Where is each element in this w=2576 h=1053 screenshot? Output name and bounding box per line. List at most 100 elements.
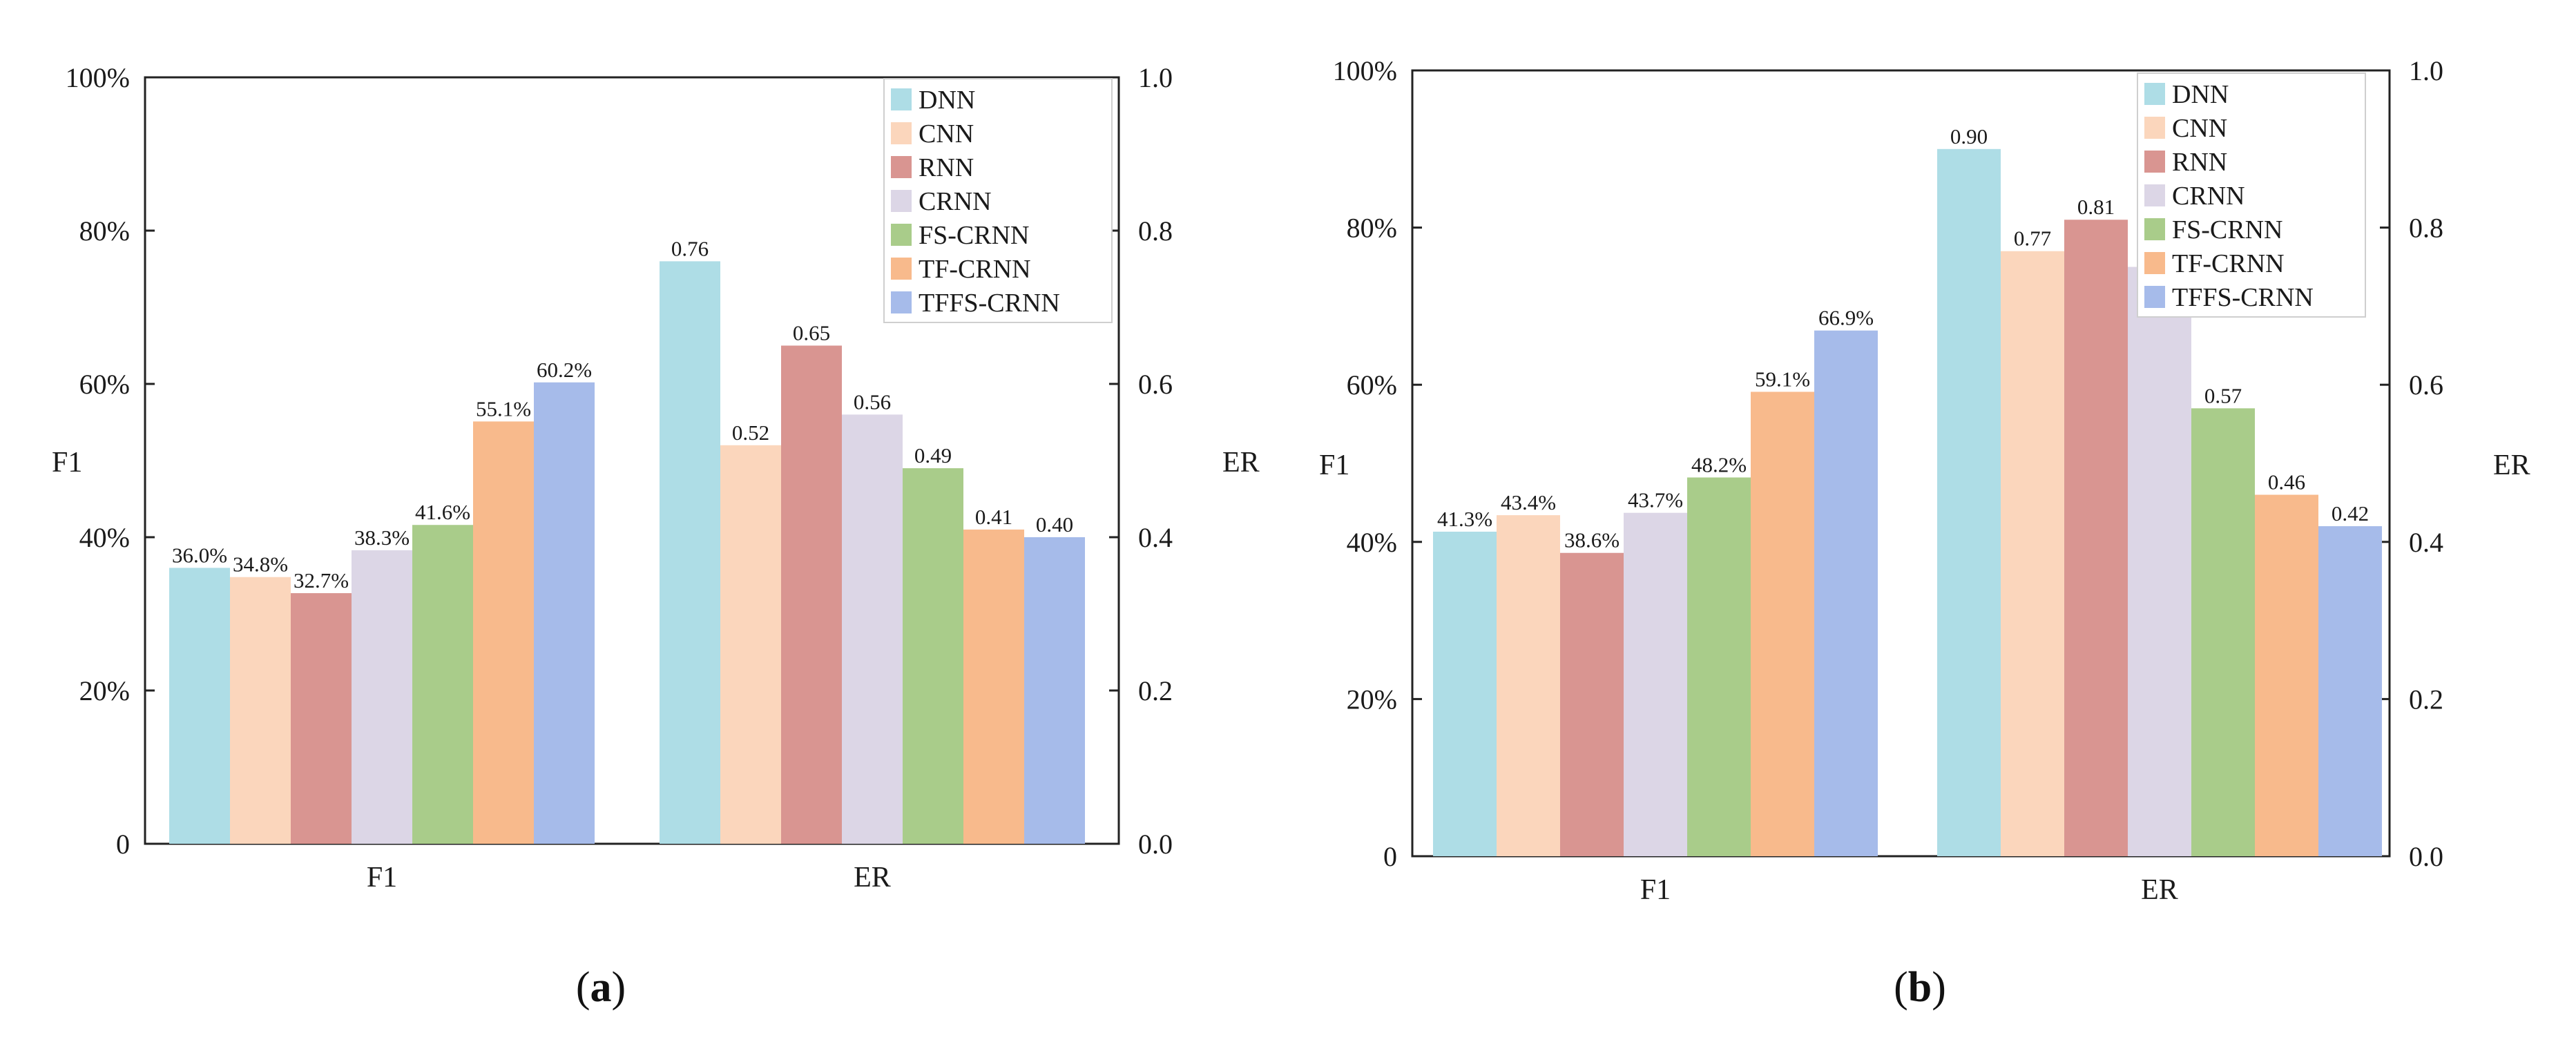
bar-f1-rnn [291,593,352,844]
left-tick-label: 100% [66,62,130,93]
left-tick-label: 60% [79,369,130,400]
bar-f1-tf-crnn [1751,392,1814,856]
right-tick-label: 1.0 [2409,55,2443,86]
right-tick-label: 0.0 [1138,829,1173,860]
right-axis-title: ER [2493,450,2530,481]
legend-label-crnn: CRNN [919,187,992,216]
left-tick-label: 80% [1347,213,1397,244]
legend-box [2137,73,2366,318]
bar-er-tf-crnn [2255,494,2318,856]
legend-label-crnn: CRNN [2172,182,2245,211]
legend-swatch-tffs-crnn [2144,286,2165,308]
chart-panel-a: 0 20% 40% 60% 80% 100% 0.0 0.2 0.4 0.6 0.8 1.0 F1 ER 3… [52,62,1260,1012]
left-tick-label: 60% [1347,369,1397,400]
legend: DNN CNN RNN CRNN FS-CRNN TF-CRNN TFFS-CRNN [2137,73,2366,318]
caption-a-letter: a [590,964,612,1011]
legend-label-tffs-crnn: TFFS-CRNN [2172,283,2314,312]
label-f1-cnn: 34.8% [233,552,288,577]
label-f1-dnn: 36.0% [172,543,227,567]
caption-b: (b) [1865,963,1975,1012]
caption-b-open: ( [1894,964,1908,1011]
bar-f1-crnn [1624,512,1687,856]
label-er-cnn: 0.77 [2014,226,2051,251]
label-f1-fs-crnn: 41.6% [415,500,470,524]
legend-swatch-crnn [891,190,912,212]
caption-b-letter: b [1907,964,1932,1011]
left-tick-label: 20% [79,675,130,706]
bar-er-tffs-crnn [1024,537,1085,844]
label-er-cnn: 0.52 [732,421,769,445]
legend-swatch-dnn [2144,83,2165,105]
bar-er-tffs-crnn [2318,526,2382,856]
bar-f1-fs-crnn [1687,477,1751,856]
legend-swatch-rnn [891,156,912,178]
label-er-dnn: 0.90 [1950,124,1988,148]
legend: DNN CNN RNN CRNN FS-CRNN TF-CRNN TFFS-CRNN [883,78,1113,323]
label-f1-crnn: 43.7% [1628,488,1683,512]
label-er-rnn: 0.65 [793,321,830,345]
plot-frame [1411,69,2391,858]
right-tick-label: 0.8 [2409,213,2443,244]
right-tick-label: 1.0 [1138,62,1173,93]
label-er-rnn: 0.81 [2077,195,2115,219]
legend-label-cnn: CNN [919,119,974,148]
bar-f1-cnn [230,577,291,844]
label-er-fs-crnn: 0.57 [2204,383,2242,407]
caption-b-close: ) [1932,964,1946,1011]
bar-er-fs-crnn [2191,408,2255,856]
category-label-er: ER [854,862,891,893]
left-tick-label: 80% [79,215,130,247]
category-label-f1: F1 [1640,874,1671,906]
bar-er-cnn [720,445,781,844]
bar-f1-tffs-crnn [534,382,595,844]
caption-a-open: ( [575,964,590,1011]
bar-f1-fs-crnn [412,525,473,844]
legend-swatch-crnn [2144,184,2165,206]
right-tick-label: 0.6 [2409,369,2443,400]
label-er-dnn: 0.76 [671,236,709,260]
legend-label-cnn: CNN [2172,114,2227,143]
bar-er-fs-crnn [903,468,963,844]
label-f1-rnn: 38.6% [1564,528,1619,552]
legend-label-dnn: DNN [2172,80,2229,109]
legend-label-fs-crnn: FS-CRNN [2172,215,2283,244]
bar-f1-rnn [1560,552,1624,856]
label-er-tffs-crnn: 0.42 [2332,501,2369,525]
bar-f1-crnn [352,550,412,844]
legend-swatch-fs-crnn [891,224,912,246]
legend-label-tf-crnn: TF-CRNN [2172,249,2285,278]
legend-swatch-tf-crnn [891,258,912,280]
right-tick-label: 0.2 [1138,675,1173,706]
label-er-tf-crnn: 0.46 [2268,470,2305,494]
label-f1-tffs-crnn: 60.2% [537,358,592,382]
bar-er-crnn [842,414,903,844]
bar-f1-tffs-crnn [1814,330,1878,857]
category-label-f1: F1 [367,862,397,893]
right-tick-label: 0.6 [1138,369,1173,400]
bar-er-cnn [2001,251,2064,856]
legend-label-fs-crnn: FS-CRNN [919,221,1030,250]
bar-er-rnn [781,345,842,844]
left-axis-title: F1 [52,447,82,479]
right-tick-label: 0.8 [1138,215,1173,247]
chart-a: 0 20% 40% 60% 80% 100% 0.0 0.2 0.4 0.6 0.8 1.0 F1 ER 3… [52,62,1260,893]
label-er-tffs-crnn: 0.40 [1036,512,1073,537]
label-f1-crnn: 38.3% [354,525,410,550]
legend-label-rnn: RNN [2172,148,2227,177]
left-tick-label: 40% [1347,527,1397,558]
legend-swatch-cnn [2144,117,2165,139]
left-tick-label: 100% [1333,55,1397,86]
bar-er-dnn [1937,148,2001,856]
caption-a: (a) [546,963,656,1012]
right-axis-title: ER [1222,447,1260,479]
left-tick-label: 40% [79,522,130,553]
left-tick-label: 0 [116,829,130,860]
right-tick-label: 0.4 [1138,522,1173,553]
bar-er-tf-crnn [963,529,1024,844]
label-f1-cnn: 43.4% [1501,490,1556,514]
legend-swatch-fs-crnn [2144,218,2165,240]
category-label-er: ER [2141,874,2178,906]
label-f1-fs-crnn: 48.2% [1691,452,1747,476]
label-f1-rnn: 32.7% [294,568,349,592]
right-tick-label: 0.2 [2409,684,2443,715]
